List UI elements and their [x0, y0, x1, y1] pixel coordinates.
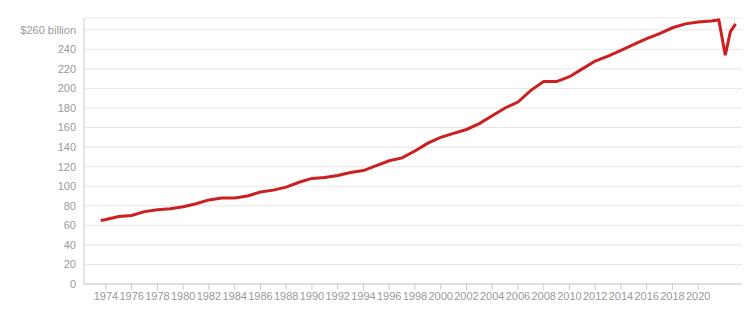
- svg-text:1994: 1994: [351, 290, 375, 302]
- svg-text:1990: 1990: [300, 290, 324, 302]
- svg-text:60: 60: [64, 219, 76, 231]
- svg-text:2004: 2004: [480, 290, 504, 302]
- svg-text:1974: 1974: [94, 290, 118, 302]
- svg-text:2006: 2006: [506, 290, 530, 302]
- svg-text:2008: 2008: [531, 290, 555, 302]
- svg-text:80: 80: [64, 200, 76, 212]
- svg-text:1980: 1980: [171, 290, 195, 302]
- svg-text:240: 240: [58, 43, 76, 55]
- svg-text:120: 120: [58, 161, 76, 173]
- svg-text:$260 billion: $260 billion: [20, 24, 76, 36]
- svg-text:2016: 2016: [634, 290, 658, 302]
- svg-text:1978: 1978: [145, 290, 169, 302]
- svg-text:1998: 1998: [403, 290, 427, 302]
- svg-text:1992: 1992: [325, 290, 349, 302]
- svg-text:40: 40: [64, 239, 76, 251]
- svg-text:1976: 1976: [119, 290, 143, 302]
- svg-text:20: 20: [64, 258, 76, 270]
- svg-text:200: 200: [58, 82, 76, 94]
- svg-text:2000: 2000: [428, 290, 452, 302]
- svg-text:2014: 2014: [609, 290, 633, 302]
- svg-text:1986: 1986: [248, 290, 272, 302]
- svg-text:2012: 2012: [583, 290, 607, 302]
- svg-text:0: 0: [70, 278, 76, 290]
- svg-text:220: 220: [58, 63, 76, 75]
- svg-text:1984: 1984: [222, 290, 246, 302]
- svg-text:180: 180: [58, 102, 76, 114]
- svg-text:140: 140: [58, 141, 76, 153]
- svg-text:160: 160: [58, 121, 76, 133]
- svg-text:2020: 2020: [686, 290, 710, 302]
- svg-text:1988: 1988: [274, 290, 298, 302]
- svg-text:2018: 2018: [660, 290, 684, 302]
- svg-text:100: 100: [58, 180, 76, 192]
- svg-text:2002: 2002: [454, 290, 478, 302]
- svg-text:1996: 1996: [377, 290, 401, 302]
- svg-text:2010: 2010: [557, 290, 581, 302]
- svg-text:1982: 1982: [197, 290, 221, 302]
